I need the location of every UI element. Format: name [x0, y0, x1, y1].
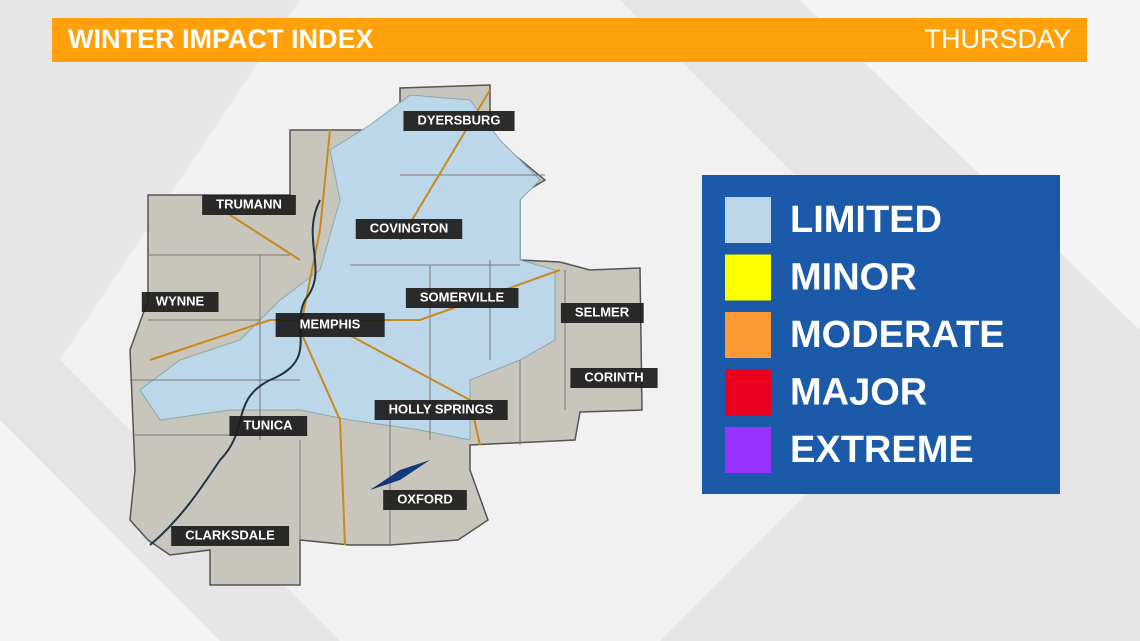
city-label-box: [383, 490, 467, 510]
county-lines: [130, 174, 566, 545]
river: [149, 199, 321, 546]
city-label: HOLLY SPRINGS: [389, 401, 494, 416]
city-label-box: [141, 292, 219, 312]
city-label-box: [560, 303, 644, 323]
legend: LIMITED MINOR MODERATE MAJOR EXTREME: [725, 197, 1005, 473]
city-label-box: [229, 416, 308, 436]
city-label-box: [202, 195, 296, 215]
city-label: TRUMANN: [216, 196, 282, 211]
lake: [370, 460, 430, 490]
city-label: WYNNE: [156, 293, 205, 308]
legend-swatch: [725, 369, 771, 416]
city-label: SELMER: [575, 304, 630, 319]
city-label: OXFORD: [397, 491, 453, 506]
city-label-box: [405, 288, 519, 308]
background-shape: [0, 420, 220, 641]
legend-swatch: [725, 197, 771, 243]
city-labels: DYERSBURG TRUMANN COVINGTON WYNNE MEMPHIS SOM…: [141, 111, 658, 546]
city-label-box: [275, 313, 385, 337]
legend-label: MAJOR: [790, 372, 927, 414]
limited-area: [139, 94, 556, 441]
city-label: CLARKSDALE: [185, 527, 275, 542]
city-label-box: [171, 526, 290, 546]
header-day: THURSDAY: [924, 24, 1071, 54]
city-label: MEMPHIS: [300, 316, 361, 331]
legend-swatch: [725, 312, 771, 358]
city-label: SOMERVILLE: [420, 289, 505, 304]
legend-label: MODERATE: [790, 314, 1005, 356]
legend-label: LIMITED: [790, 199, 942, 241]
header-title: WINTER IMPACT INDEX: [68, 24, 374, 54]
city-label-box: [355, 219, 463, 239]
legend-label: EXTREME: [790, 429, 974, 471]
legend-label: MINOR: [790, 257, 917, 299]
city-label: TUNICA: [243, 417, 293, 432]
city-label: CORINTH: [584, 369, 643, 384]
city-label: COVINGTON: [370, 220, 449, 235]
legend-swatch: [725, 254, 771, 301]
legend-swatch: [725, 427, 771, 473]
city-label: DYERSBURG: [417, 112, 500, 127]
city-label-box: [403, 111, 515, 131]
city-label-box: [570, 368, 658, 388]
city-label-box: [374, 400, 508, 420]
header-bar: [52, 18, 1087, 62]
